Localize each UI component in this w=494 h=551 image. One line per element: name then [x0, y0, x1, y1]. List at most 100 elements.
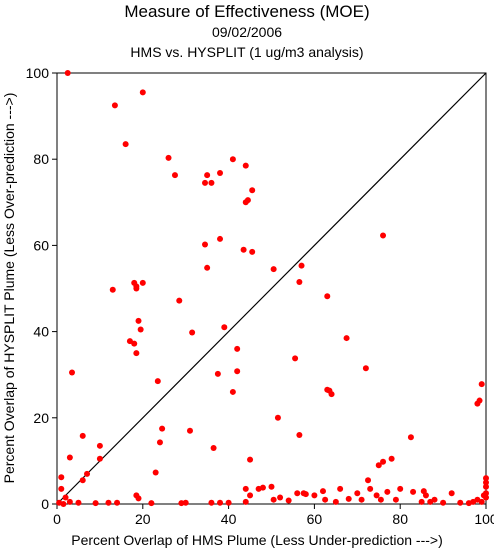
data-point	[294, 490, 301, 497]
y-axis-label: Percent Overlap of HYSPLIT Plume (Less O…	[1, 93, 17, 484]
data-point	[478, 381, 485, 388]
data-point	[483, 479, 489, 486]
data-point	[242, 485, 249, 492]
data-point	[247, 456, 254, 463]
data-point	[208, 499, 215, 506]
data-point	[96, 455, 103, 462]
data-point	[392, 496, 399, 503]
data-point	[156, 439, 163, 446]
data-point	[296, 279, 303, 286]
chart-subtitle: HMS vs. HYSPLIT (1 ug/m3 analysis)	[130, 44, 364, 60]
data-point	[234, 368, 241, 375]
data-point	[154, 378, 161, 385]
data-point	[298, 262, 305, 269]
data-point	[105, 499, 112, 506]
x-tick-label: 80	[392, 511, 408, 527]
diagonal-line	[56, 72, 487, 505]
data-point	[255, 485, 262, 492]
y-tick-label: 60	[33, 237, 49, 253]
data-point	[69, 369, 76, 376]
data-point	[384, 488, 391, 495]
data-point	[478, 498, 485, 505]
data-point	[292, 355, 299, 362]
data-point	[225, 499, 232, 506]
chart-title: Measure of Effectiveness (MOE)	[124, 2, 370, 21]
data-point	[322, 496, 329, 503]
data-point	[148, 500, 155, 507]
data-point	[79, 477, 86, 484]
data-point	[159, 425, 166, 432]
data-point	[367, 485, 374, 492]
data-point	[362, 365, 369, 372]
data-point	[133, 285, 140, 292]
data-point	[410, 488, 417, 495]
data-point	[58, 485, 65, 492]
data-point	[133, 350, 140, 357]
data-point	[186, 427, 193, 434]
data-point	[277, 494, 284, 501]
data-point	[109, 286, 116, 293]
data-point	[242, 199, 249, 206]
data-point	[111, 102, 118, 109]
y-tick-label: 100	[26, 65, 50, 81]
y-tick-label: 80	[33, 151, 49, 167]
x-tick-label: 40	[221, 511, 237, 527]
data-point	[380, 232, 387, 239]
data-point	[358, 496, 365, 503]
data-point	[483, 483, 489, 490]
data-point	[407, 434, 414, 441]
data-point	[217, 235, 224, 242]
data-point	[274, 414, 281, 421]
data-point	[422, 492, 429, 499]
y-tick-label: 20	[33, 410, 49, 426]
y-tick-label: 0	[41, 496, 49, 512]
data-point	[240, 246, 247, 253]
data-point	[139, 89, 146, 96]
data-point	[483, 494, 489, 501]
data-point	[249, 187, 256, 194]
data-point	[365, 477, 372, 484]
data-point	[202, 241, 209, 248]
data-point	[427, 498, 434, 505]
data-point	[242, 498, 249, 505]
data-point	[300, 490, 307, 497]
data-point	[79, 432, 86, 439]
data-point	[326, 387, 333, 394]
data-point	[62, 494, 69, 501]
data-point	[139, 279, 146, 286]
data-points	[56, 70, 489, 507]
data-point	[324, 293, 331, 300]
data-point	[176, 297, 183, 304]
data-point	[234, 345, 241, 352]
data-point	[189, 329, 196, 336]
x-tick-label: 0	[53, 511, 61, 527]
data-point	[397, 485, 404, 492]
data-point	[66, 454, 73, 461]
x-axis-label: Percent Overlap of HMS Plume (Less Under…	[71, 532, 443, 548]
data-point	[75, 499, 82, 506]
data-point	[319, 488, 326, 495]
data-point	[96, 442, 103, 449]
data-point	[337, 485, 344, 492]
data-point	[58, 474, 65, 481]
data-point	[204, 172, 211, 179]
x-tick-label: 100	[474, 511, 494, 527]
data-point	[483, 475, 489, 482]
data-point	[229, 156, 236, 163]
data-point	[114, 499, 121, 506]
data-point	[388, 455, 395, 462]
data-point	[60, 501, 67, 507]
data-point	[311, 492, 318, 499]
data-point	[457, 499, 464, 506]
data-point	[270, 496, 277, 503]
data-point	[214, 370, 221, 377]
data-point	[165, 154, 172, 161]
y-axis-ticks: 0 20 40 60 80 100	[26, 65, 57, 512]
data-point	[345, 495, 352, 502]
data-point	[375, 462, 382, 469]
data-point	[242, 162, 249, 169]
data-point	[64, 70, 71, 76]
data-point	[152, 469, 159, 476]
chart-date: 09/02/2006	[211, 24, 283, 40]
